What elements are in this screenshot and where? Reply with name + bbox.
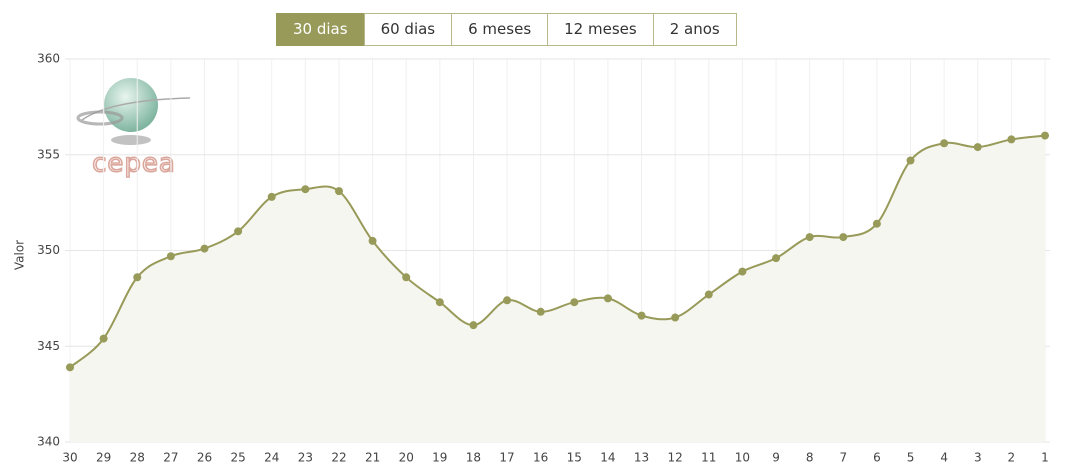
- x-tick-label: 7: [839, 451, 847, 465]
- x-tick-label: 30: [62, 451, 77, 465]
- x-tick-label: 18: [466, 451, 481, 465]
- point: [334, 187, 343, 196]
- point: [469, 321, 478, 330]
- point: [738, 267, 747, 276]
- y-tick-label: 355: [37, 147, 60, 161]
- point: [368, 236, 377, 245]
- point: [805, 233, 814, 242]
- point: [234, 227, 243, 236]
- point: [435, 298, 444, 307]
- range-buttons: 30 dias 60 dias 6 meses 12 meses 2 anos: [276, 13, 737, 46]
- range-button[interactable]: 12 meses: [547, 13, 654, 46]
- x-tick-label: 19: [432, 451, 447, 465]
- point: [66, 363, 74, 372]
- x-tick-label: 4: [940, 451, 948, 465]
- x-tick-label: 14: [600, 451, 615, 465]
- x-tick-label: 24: [264, 451, 279, 465]
- point: [973, 143, 982, 152]
- x-tick-label: 17: [499, 451, 514, 465]
- y-tick-label: 340: [37, 435, 60, 449]
- x-tick-label: 21: [365, 451, 380, 465]
- point: [603, 294, 612, 303]
- point: [704, 290, 713, 299]
- x-tick-label: 15: [567, 451, 582, 465]
- point: [301, 185, 310, 194]
- y-tick-label: 345: [37, 339, 60, 353]
- point: [1007, 135, 1016, 144]
- range-button[interactable]: 6 meses: [451, 13, 549, 46]
- logo: cepea: [76, 78, 191, 179]
- x-tick-label: 29: [96, 451, 111, 465]
- point: [536, 307, 545, 316]
- point: [1041, 131, 1049, 140]
- point: [772, 254, 781, 263]
- y-tick-label: 350: [37, 243, 60, 257]
- x-tick-label: 11: [701, 451, 716, 465]
- point: [839, 233, 848, 242]
- range-button[interactable]: 2 anos: [652, 13, 737, 46]
- point: [133, 273, 142, 282]
- point: [267, 192, 276, 201]
- x-tick-label: 28: [130, 451, 145, 465]
- x-tick-label: 10: [735, 451, 750, 465]
- range-button[interactable]: 30 dias: [276, 13, 365, 46]
- y-axis-label: Valor: [13, 240, 27, 270]
- x-tick-label: 8: [806, 451, 814, 465]
- x-tick-label: 3: [974, 451, 982, 465]
- x-tick-label: 23: [298, 451, 313, 465]
- range-button[interactable]: 60 dias: [363, 13, 453, 46]
- x-tick-label: 26: [197, 451, 212, 465]
- point: [200, 244, 209, 253]
- point: [940, 139, 949, 148]
- x-tick-label: 2: [1008, 451, 1016, 465]
- x-tick-label: 25: [230, 451, 245, 465]
- point: [166, 252, 175, 261]
- point: [99, 334, 108, 343]
- x-tick-label: 20: [399, 451, 414, 465]
- x-tick-label: 5: [907, 451, 915, 465]
- point: [906, 156, 915, 165]
- point: [503, 296, 512, 305]
- point: [637, 311, 646, 320]
- point: [671, 313, 680, 322]
- x-tick-label: 9: [772, 451, 780, 465]
- point: [570, 298, 579, 307]
- x-tick-label: 6: [873, 451, 881, 465]
- x-tick-label: 22: [331, 451, 346, 465]
- y-tick-label: 360: [37, 52, 60, 66]
- x-tick-label: 1: [1041, 451, 1049, 465]
- point: [402, 273, 411, 282]
- x-tick-label: 16: [533, 451, 548, 465]
- x-tick-label: 12: [668, 451, 683, 465]
- x-tick-label: 27: [163, 451, 178, 465]
- area: [70, 135, 1045, 442]
- x-tick-label: 13: [634, 451, 649, 465]
- line: [69, 134, 1046, 369]
- logo-text: cepea: [92, 149, 176, 179]
- point: [872, 219, 881, 228]
